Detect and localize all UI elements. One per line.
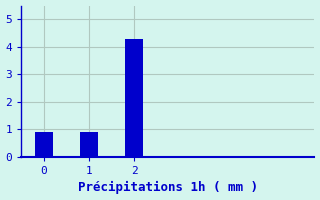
Bar (125, 39, 143, 157)
X-axis label: Précipitations 1h ( mm ): Précipitations 1h ( mm ) (78, 181, 258, 194)
Bar (35, 132, 53, 157)
Bar (80, 132, 98, 157)
